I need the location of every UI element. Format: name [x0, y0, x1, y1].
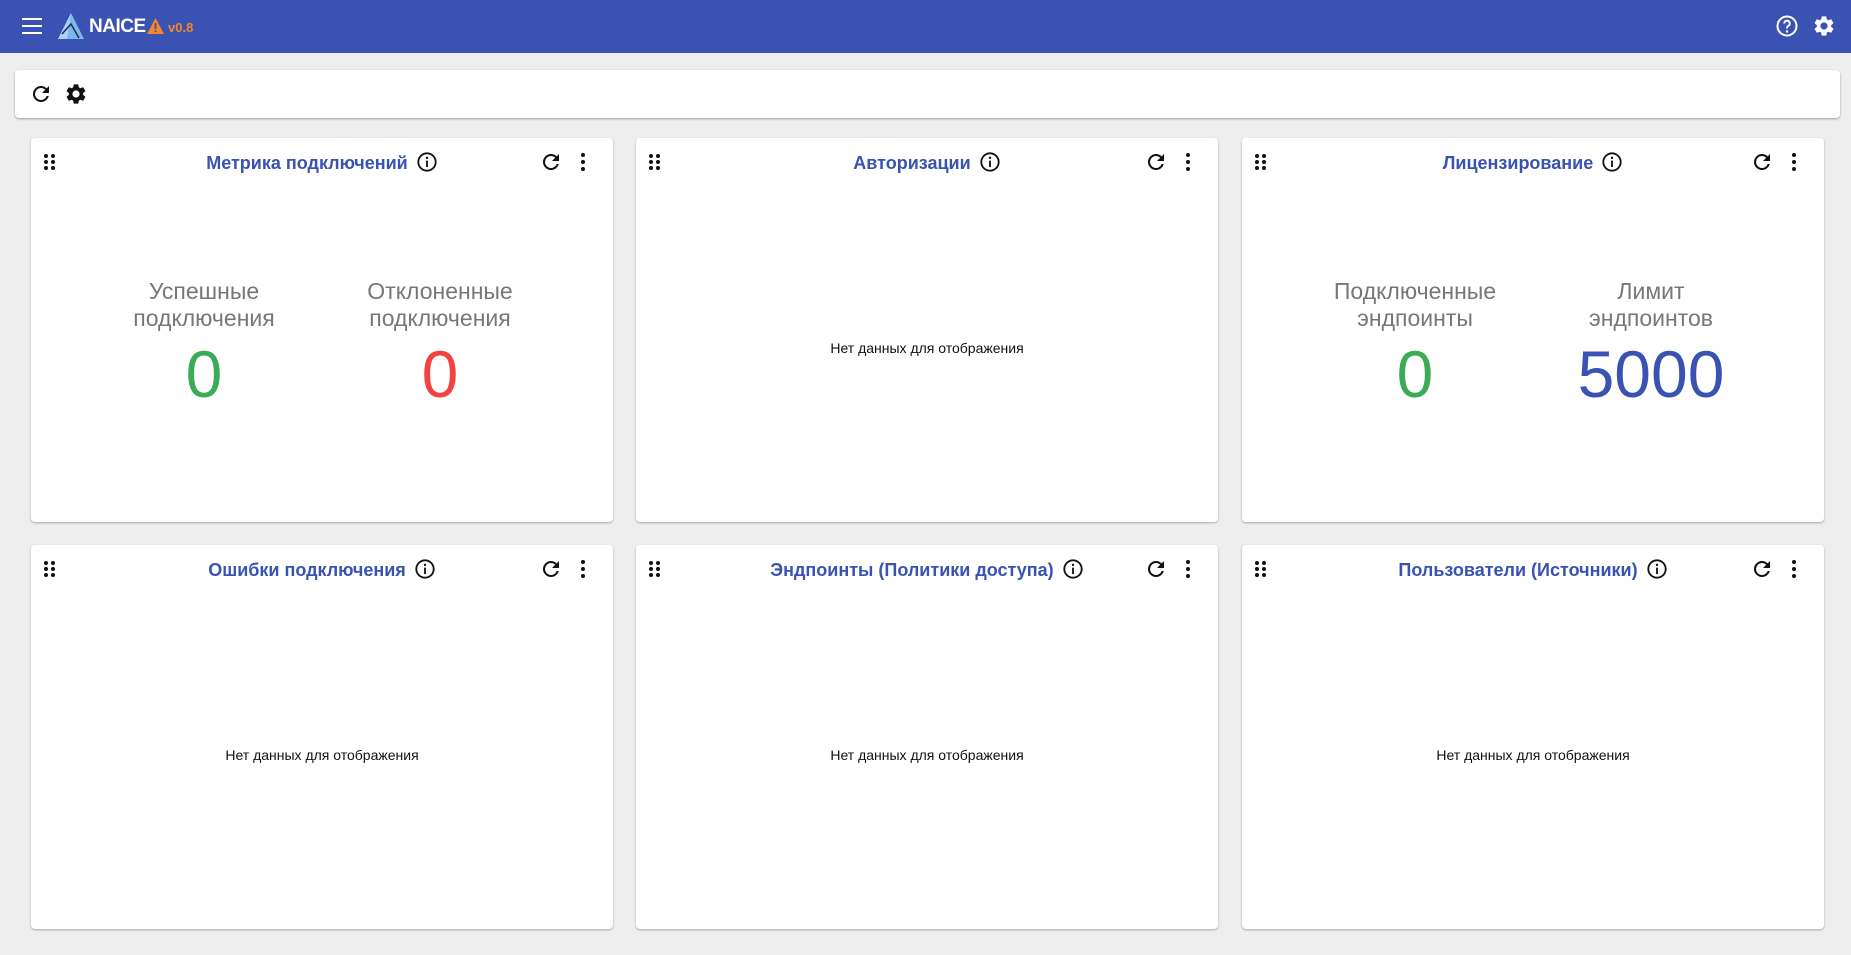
- no-data-message: Нет данных для отображения: [1436, 747, 1630, 763]
- widget-title: Эндпоинты (Политики доступа): [770, 560, 1054, 580]
- widget-header: Эндпоинты (Политики доступа): [636, 558, 1218, 581]
- refresh-icon[interactable]: [1750, 150, 1774, 174]
- widget-title: Ошибки подключения: [208, 560, 406, 580]
- app-name: NAICE: [89, 16, 146, 37]
- widget-title: Авторизации: [853, 153, 971, 173]
- metric-value: 0: [421, 337, 459, 411]
- app-version: v0.8: [168, 20, 194, 35]
- dashboard-toolbar: [15, 70, 1840, 118]
- refresh-icon[interactable]: [539, 150, 563, 174]
- menu-icon[interactable]: [22, 18, 42, 34]
- widget-licensing: Лицензирование Подключенные эндпоинты 0 Л…: [1242, 138, 1824, 522]
- more-vert-icon[interactable]: [1782, 150, 1806, 174]
- refresh-icon[interactable]: [539, 557, 563, 581]
- widget-header: Ошибки подключения: [31, 558, 613, 581]
- widget-title: Метрика подключений: [206, 153, 408, 173]
- metric-label: Подключенные эндпоинты: [1333, 278, 1497, 331]
- more-vert-icon[interactable]: [1176, 557, 1200, 581]
- widget-endpoints-policies: Эндпоинты (Политики доступа) Нет данных …: [636, 545, 1218, 929]
- no-data-message: Нет данных для отображения: [225, 747, 419, 763]
- widget-header: Метрика подключений: [31, 151, 613, 174]
- help-icon[interactable]: [1775, 14, 1799, 38]
- widget-users-sources: Пользователи (Источники) Нет данных для …: [1242, 545, 1824, 929]
- info-icon[interactable]: [416, 151, 438, 173]
- refresh-icon[interactable]: [1750, 557, 1774, 581]
- widget-title: Лицензирование: [1442, 153, 1594, 173]
- widget-authorizations: Авторизации Нет данных для отображения: [636, 138, 1218, 522]
- info-icon[interactable]: [1062, 558, 1084, 580]
- widget-title: Пользователи (Источники): [1398, 560, 1638, 580]
- info-icon[interactable]: [979, 151, 1001, 173]
- widget-connection-errors: Ошибки подключения Нет данных для отобра…: [31, 545, 613, 929]
- widget-connection-metrics: Метрика подключений Успешные подключения …: [31, 138, 613, 522]
- more-vert-icon[interactable]: [1176, 150, 1200, 174]
- logo-icon: [58, 13, 84, 39]
- metric-successful: Успешные подключения 0: [94, 278, 314, 414]
- metric-value: 0: [185, 337, 223, 411]
- metric-label: Отклоненные подключения: [367, 278, 513, 331]
- info-icon[interactable]: [1601, 151, 1623, 173]
- refresh-icon[interactable]: [29, 82, 53, 106]
- metric-value: 5000: [1577, 337, 1725, 411]
- metric-value: 0: [1396, 337, 1434, 411]
- metric-endpoint-limit: Лимит эндпоинтов 5000: [1541, 278, 1761, 414]
- info-icon[interactable]: [414, 558, 436, 580]
- more-vert-icon[interactable]: [571, 150, 595, 174]
- app-header: NAICE v0.8: [0, 0, 1851, 53]
- metric-label: Лимит эндпоинтов: [1589, 278, 1713, 331]
- info-icon[interactable]: [1646, 558, 1668, 580]
- metric-label: Успешные подключения: [133, 278, 275, 331]
- metric-rejected: Отклоненные подключения 0: [330, 278, 550, 414]
- widget-header: Пользователи (Источники): [1242, 558, 1824, 581]
- warning-icon: [147, 18, 164, 34]
- settings-icon[interactable]: [1812, 14, 1836, 38]
- more-vert-icon[interactable]: [1782, 557, 1806, 581]
- refresh-icon[interactable]: [1144, 150, 1168, 174]
- more-vert-icon[interactable]: [571, 557, 595, 581]
- metric-connected-endpoints: Подключенные эндпоинты 0: [1305, 278, 1525, 414]
- no-data-message: Нет данных для отображения: [830, 340, 1024, 356]
- no-data-message: Нет данных для отображения: [830, 747, 1024, 763]
- refresh-icon[interactable]: [1144, 557, 1168, 581]
- widget-header: Лицензирование: [1242, 151, 1824, 174]
- settings-icon[interactable]: [64, 82, 88, 106]
- widget-header: Авторизации: [636, 151, 1218, 174]
